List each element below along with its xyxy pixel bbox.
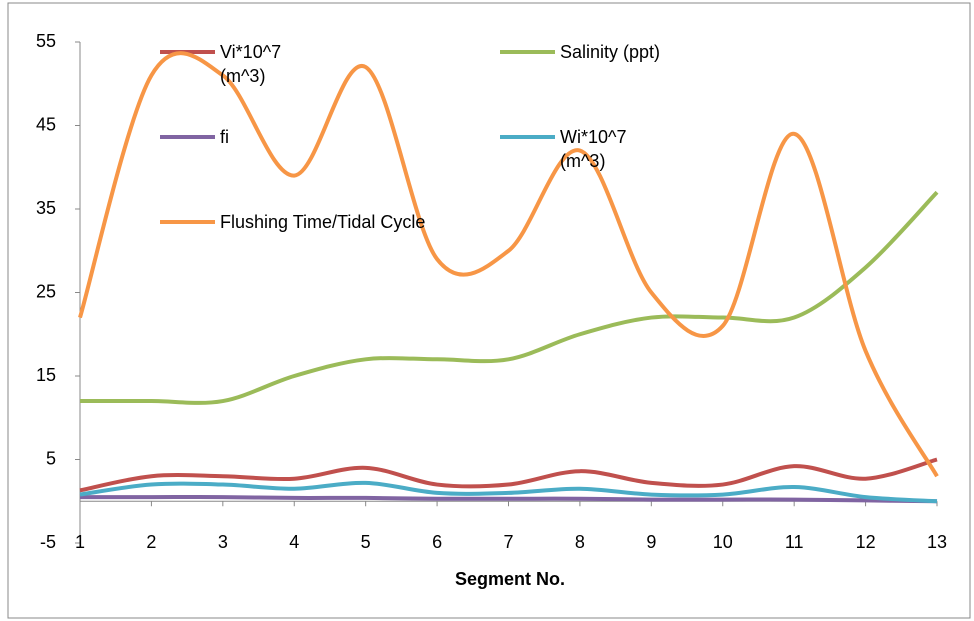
legend-label: fi — [220, 127, 229, 147]
series-line — [79, 457, 938, 493]
x-tick-label: 8 — [575, 532, 585, 552]
legend-label: Flushing Time/Tidal Cycle — [220, 212, 426, 232]
series-line — [78, 51, 939, 478]
legend-label: Vi*10^7 (m^3) — [220, 42, 282, 86]
x-tick-label: 1 — [75, 532, 85, 552]
series-line — [80, 190, 939, 405]
y-tick-label: 25 — [36, 281, 56, 301]
x-tick-label: 10 — [713, 532, 733, 552]
chart-border — [7, 2, 971, 619]
series-line — [79, 480, 938, 504]
x-tick-label: 6 — [432, 532, 442, 552]
legend-label: Wi*10^7 (m^3) — [560, 127, 627, 171]
y-tick-label: -5 — [40, 532, 56, 552]
y-tick-label: 15 — [36, 365, 56, 385]
x-tick-label: 12 — [856, 532, 876, 552]
x-tick-label: 3 — [218, 532, 228, 552]
y-tick-label: 5 — [46, 448, 56, 468]
x-tick-label: 9 — [646, 532, 656, 552]
legend-label: Salinity (ppt) — [560, 42, 661, 62]
x-tick-label: 4 — [289, 532, 299, 552]
y-tick-label: 55 — [36, 31, 56, 51]
x-tick-label: 5 — [361, 532, 371, 552]
y-tick-label: 35 — [36, 198, 56, 218]
x-tick-label: 2 — [146, 532, 156, 552]
x-axis-label: Segment No. — [455, 569, 565, 589]
y-tick-label: 45 — [36, 114, 56, 134]
x-tick-label: 11 — [785, 532, 804, 552]
x-tick-label: 7 — [503, 532, 513, 552]
x-tick-label: 13 — [927, 532, 947, 552]
series-line — [80, 495, 938, 504]
